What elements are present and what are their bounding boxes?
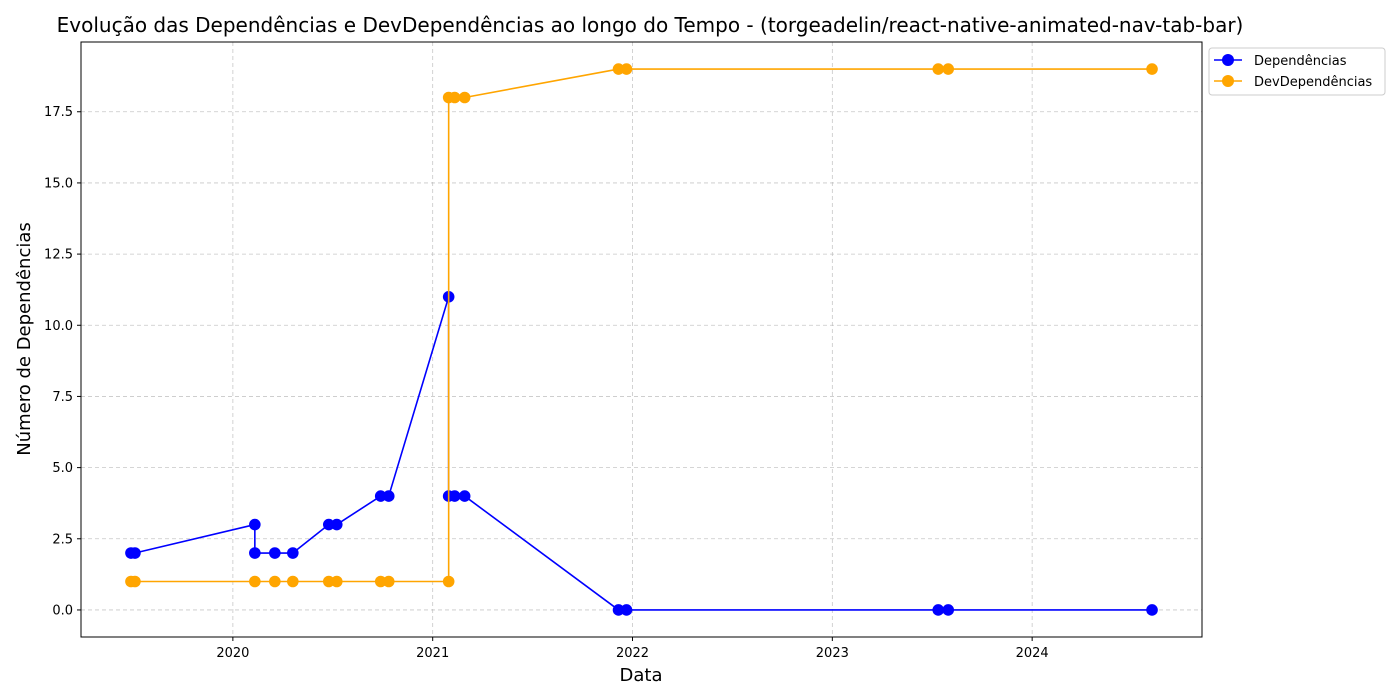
data-point <box>382 490 395 502</box>
data-point <box>269 547 281 559</box>
data-point <box>942 604 955 616</box>
series-layer <box>125 63 1158 616</box>
y-axis-label: Número de Dependências <box>14 222 35 456</box>
data-point <box>448 91 461 104</box>
legend-marker-devdependencias <box>1222 75 1234 87</box>
data-point <box>612 604 625 616</box>
data-point <box>612 63 625 75</box>
data-point <box>330 575 343 588</box>
data-point <box>942 63 955 75</box>
legend-box <box>1208 47 1386 96</box>
x-tick-label: 2020 <box>216 646 249 661</box>
x-tick-label: 2023 <box>816 646 849 661</box>
data-point <box>249 547 261 559</box>
y-tick-label: 7.5 <box>52 390 73 405</box>
x-axis-label: Data <box>620 665 663 686</box>
y-tick-label: 17.5 <box>44 105 73 120</box>
legend-label-devdependencias: DevDependências <box>1254 75 1372 90</box>
chart-title: Evolução das Dependências e DevDependênc… <box>57 13 1244 37</box>
data-point <box>322 518 335 531</box>
data-point <box>1146 604 1158 616</box>
series-line-0 <box>130 295 1153 611</box>
data-point <box>129 575 141 588</box>
y-tick-label: 2.5 <box>52 532 73 547</box>
axis-ticks: 2020 2021 2022 2023 2024 0.0 2.5 5.0 7.5 10.0 12.5… <box>44 105 1049 661</box>
legend-marker-dependencias <box>1222 54 1234 66</box>
x-tick-label: 2022 <box>616 646 649 661</box>
plot-area <box>80 41 1203 638</box>
x-tick-label: 2024 <box>1016 646 1049 661</box>
y-tick-label: 12.5 <box>44 248 73 263</box>
legend: Dependências DevDependências <box>1208 47 1386 96</box>
data-point <box>620 604 633 616</box>
data-point <box>932 63 945 75</box>
grid <box>81 42 1202 637</box>
data-point <box>382 575 395 588</box>
data-point <box>1146 63 1158 75</box>
data-point <box>249 575 261 588</box>
y-tick-label: 0.0 <box>52 603 73 618</box>
y-tick-label: 5.0 <box>52 461 73 476</box>
data-point <box>620 63 633 75</box>
data-point <box>322 575 335 588</box>
data-point <box>374 490 387 502</box>
data-point <box>442 575 455 588</box>
data-point <box>330 518 343 531</box>
data-point <box>249 518 261 531</box>
data-point <box>129 547 141 559</box>
data-point <box>458 91 471 104</box>
y-tick-label: 10.0 <box>44 319 73 334</box>
y-tick-label: 15.0 <box>44 176 73 191</box>
data-point <box>269 575 281 588</box>
data-point <box>287 575 299 588</box>
data-point <box>448 490 461 502</box>
data-point <box>374 575 387 588</box>
data-point <box>287 547 299 559</box>
x-tick-label: 2021 <box>416 646 449 661</box>
legend-label-dependencias: Dependências <box>1254 54 1347 69</box>
data-point <box>458 490 471 502</box>
data-point <box>932 604 945 616</box>
